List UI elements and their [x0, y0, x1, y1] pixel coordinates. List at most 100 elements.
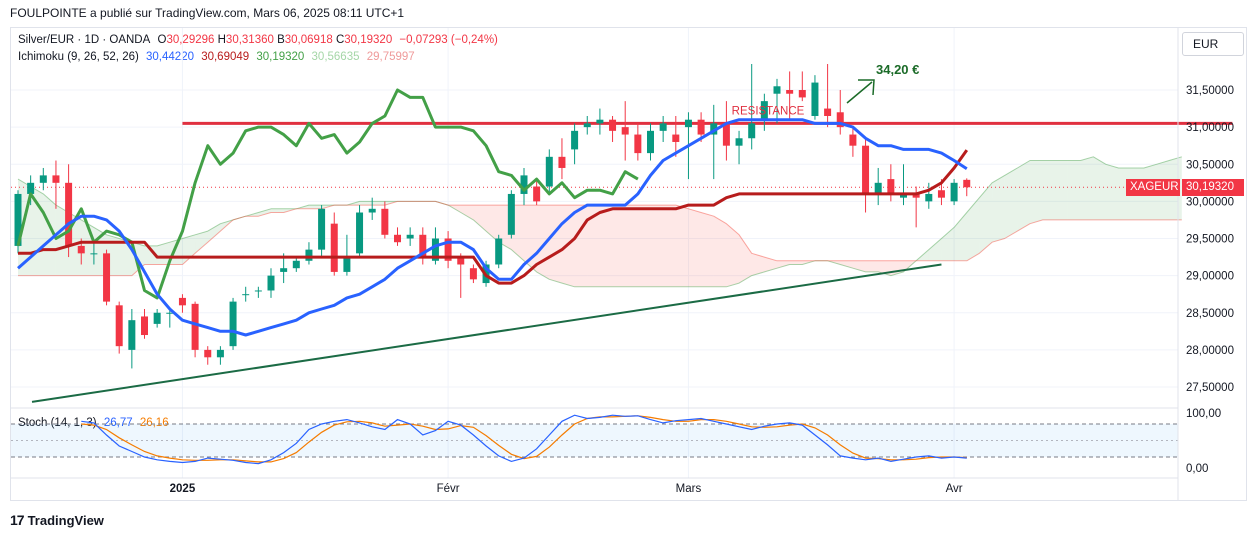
candle-body-58	[748, 123, 756, 139]
cloud-segment-72	[928, 238, 942, 261]
cloud-segment-60	[777, 260, 790, 269]
tenkan-line	[17, 118, 968, 337]
resistance-label: RESISTANCE	[732, 105, 805, 117]
candle-body-34	[444, 238, 452, 261]
cloud-segment-53	[688, 208, 702, 287]
price-tick-label-0: 27,50000	[1186, 382, 1234, 394]
price-tick-label-7: 31,00000	[1186, 122, 1234, 134]
cloud-segment-57	[739, 234, 752, 284]
candle-body-15	[204, 349, 212, 358]
cloud-segment-67	[865, 260, 879, 272]
cloud-segment-82	[1055, 160, 1068, 220]
cloud-segment-47	[612, 205, 626, 287]
candle-body-25	[330, 223, 338, 272]
candle-body-66	[849, 134, 857, 146]
time-tick-label-1: Févr	[437, 483, 460, 495]
cloud-segment-78	[1004, 167, 1018, 239]
candle-body-32	[419, 234, 427, 258]
price-tick-label-2: 28,50000	[1186, 308, 1234, 320]
candle-body-28	[368, 208, 376, 213]
cloud-segment-65	[840, 260, 853, 269]
price-tick-label-4: 29,50000	[1186, 234, 1234, 246]
candle-body-22	[292, 260, 300, 269]
cloud-segment-80	[1030, 160, 1043, 224]
candle-body-4	[65, 182, 73, 246]
candle-body-36	[469, 268, 477, 280]
cloud-segment-1	[30, 186, 44, 276]
tradingview-logo-icon: 17	[10, 512, 25, 528]
cloud-segment-85	[1093, 156, 1106, 220]
price-tag-symbol: XAGEUR	[1126, 179, 1180, 196]
candle-body-49	[634, 134, 642, 154]
cloud-segment-74	[954, 212, 967, 261]
cloud-segment-42	[549, 205, 562, 284]
cloud-segment-13	[182, 234, 196, 265]
ichimoku-value-4: 30,56635	[311, 51, 360, 63]
candle-body-24	[318, 208, 326, 250]
cloud-segment-55	[713, 216, 727, 287]
candle-body-56	[722, 123, 730, 146]
candle-body-67	[862, 145, 870, 194]
close-label: C	[335, 34, 345, 46]
cloud-segment-16	[220, 219, 234, 232]
candle-body-11	[153, 312, 161, 324]
axes-group: 27,50000 28,00000 28,50000 29,00000 29,50000…	[11, 28, 1234, 500]
annotations-group: RESISTANCE 34,20 €	[732, 62, 920, 117]
cloud-segment-2	[43, 193, 56, 276]
cloud-segment-28	[372, 201, 385, 206]
candle-body-19	[254, 290, 262, 292]
candles-group	[14, 64, 971, 369]
candle-body-8	[115, 305, 123, 347]
low-value: 30,06918	[284, 34, 333, 46]
high-label: H	[217, 34, 226, 46]
chart-frame[interactable]	[10, 27, 1247, 501]
candle-body-5	[77, 245, 85, 254]
candle-body-63	[811, 82, 819, 116]
cloud-segment-18	[245, 212, 259, 217]
candle-body-73	[937, 190, 945, 198]
cloud-segment-59	[764, 257, 777, 272]
candle-body-53	[684, 119, 692, 128]
symbol-label: Silver/EUR · 1D · OANDA	[18, 34, 151, 46]
candle-body-40	[520, 175, 528, 194]
candle-body-54	[697, 119, 705, 135]
cloud-segment-46	[599, 205, 613, 287]
stoch-k-line	[81, 414, 967, 465]
cloud-segment-76	[979, 182, 993, 254]
cloud-segment-29	[384, 201, 398, 206]
candle-body-44	[571, 130, 579, 150]
candle-body-42	[545, 156, 553, 187]
candle-body-20	[267, 275, 275, 291]
ichimoku-value-2: 30,69049	[201, 51, 250, 63]
candle-body-2	[39, 175, 47, 183]
cloud-segment-75	[966, 197, 980, 261]
cloud-segment-79	[1017, 160, 1030, 232]
cloud-segment-48	[625, 205, 638, 287]
ichimoku-value-3: 30,19320	[256, 51, 305, 63]
stoch-name: Stoch (14, 1, 3)	[18, 417, 97, 429]
candle-body-39	[507, 193, 515, 235]
cloud-segment-19	[258, 208, 271, 217]
cloud-segment-64	[827, 260, 841, 265]
support-trendline	[31, 263, 942, 403]
candle-body-38	[495, 238, 503, 265]
cloud-segment-22	[296, 205, 309, 209]
close-value: 30,19320	[344, 34, 393, 46]
high-value: 30,31360	[225, 34, 274, 46]
candle-body-62	[798, 90, 806, 98]
stoch-tick-label-1: 100,00	[1186, 408, 1221, 420]
time-tick-label-2: Mars	[676, 483, 702, 495]
candle-body-71	[912, 193, 920, 198]
cloud-segment-8	[119, 238, 132, 276]
candle-body-18	[242, 294, 250, 296]
cloud-segment-51	[663, 205, 676, 287]
target-arrow-shaft	[846, 81, 873, 104]
candle-body-26	[343, 257, 351, 272]
stochastic-pane	[11, 414, 1178, 465]
cloud-segment-58	[751, 253, 765, 276]
currency-button[interactable]: EUR	[1182, 32, 1244, 56]
publisher-line: FOULPOINTE a publié sur TradingView.com,…	[10, 6, 405, 20]
footer-brand[interactable]: 17 TradingView	[10, 512, 104, 528]
cloud-segment-21	[283, 208, 297, 213]
